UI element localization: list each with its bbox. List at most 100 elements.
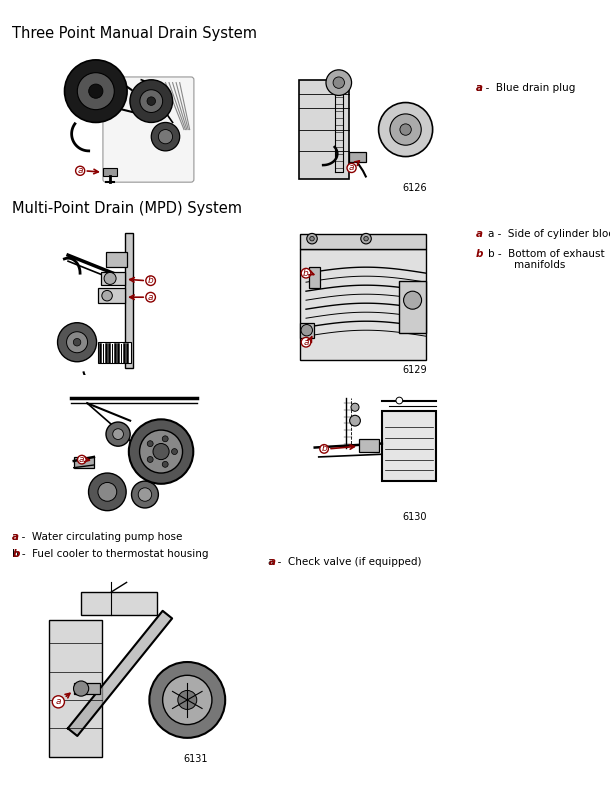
Circle shape (301, 325, 312, 336)
Circle shape (146, 276, 156, 285)
Bar (101, 272, 125, 285)
Text: a: a (79, 455, 85, 464)
Circle shape (178, 690, 197, 709)
Circle shape (147, 97, 156, 105)
Bar (300, 234, 426, 249)
Bar (299, 80, 349, 179)
Text: a -  Side of cylinder block: a - Side of cylinder block (488, 229, 610, 239)
Text: a: a (476, 83, 483, 93)
Circle shape (326, 70, 351, 96)
Text: b -  Fuel cooler to thermostat housing: b - Fuel cooler to thermostat housing (12, 549, 209, 559)
Text: a -  Check valve (if equipped): a - Check valve (if equipped) (268, 557, 422, 567)
Circle shape (88, 473, 126, 510)
Circle shape (159, 130, 173, 144)
Circle shape (140, 90, 163, 112)
Circle shape (146, 292, 156, 302)
Circle shape (106, 422, 130, 446)
Circle shape (301, 337, 311, 347)
Circle shape (364, 236, 368, 241)
Bar (309, 267, 320, 288)
Bar (98, 342, 131, 363)
Circle shape (307, 233, 317, 244)
Circle shape (379, 103, 432, 156)
Polygon shape (68, 611, 172, 736)
Circle shape (130, 80, 173, 122)
Circle shape (57, 322, 96, 362)
Circle shape (104, 273, 116, 284)
Circle shape (351, 403, 359, 412)
Circle shape (301, 269, 311, 278)
Text: b: b (12, 549, 20, 559)
Text: 6129: 6129 (403, 365, 427, 375)
Bar (300, 249, 426, 360)
Circle shape (310, 236, 314, 241)
Text: b: b (148, 276, 154, 285)
Text: a: a (148, 293, 153, 302)
Text: a: a (268, 557, 275, 567)
Circle shape (361, 233, 371, 244)
Text: Multi-Point Drain (MPD) System: Multi-Point Drain (MPD) System (12, 201, 242, 216)
Circle shape (129, 419, 193, 483)
Text: a: a (476, 229, 483, 239)
Circle shape (163, 675, 212, 724)
Circle shape (138, 487, 152, 501)
Circle shape (74, 681, 88, 696)
Bar (74, 457, 94, 468)
Circle shape (66, 332, 88, 352)
Circle shape (162, 461, 168, 468)
Text: Three Point Manual Drain System: Three Point Manual Drain System (12, 26, 257, 40)
Circle shape (151, 122, 180, 151)
Bar (349, 152, 366, 162)
Bar (382, 412, 436, 481)
Text: a: a (77, 167, 83, 175)
Bar (81, 592, 157, 615)
Bar (49, 620, 102, 757)
FancyBboxPatch shape (103, 77, 194, 182)
Circle shape (132, 481, 159, 508)
Bar (103, 168, 117, 176)
Circle shape (77, 455, 86, 464)
Circle shape (320, 445, 328, 453)
Text: a -  Blue drain plug: a - Blue drain plug (476, 83, 575, 93)
Circle shape (98, 483, 117, 502)
Circle shape (65, 60, 127, 122)
Circle shape (333, 77, 345, 88)
Text: a: a (349, 164, 354, 172)
Text: b: b (321, 445, 327, 453)
Bar (98, 288, 125, 303)
Circle shape (404, 292, 422, 309)
Text: 6130: 6130 (403, 512, 427, 522)
Text: b: b (476, 249, 483, 259)
Circle shape (347, 164, 356, 172)
Bar (300, 322, 314, 338)
Circle shape (140, 430, 182, 473)
Text: b: b (303, 269, 309, 277)
Circle shape (77, 73, 114, 110)
Text: 6131: 6131 (183, 754, 207, 765)
Circle shape (149, 662, 225, 738)
Text: a -  Water circulating pump hose: a - Water circulating pump hose (12, 532, 182, 543)
Circle shape (153, 443, 169, 460)
Bar (106, 252, 127, 267)
Text: b -  Bottom of exhaust
        manifolds: b - Bottom of exhaust manifolds (488, 249, 605, 270)
Bar (399, 280, 426, 333)
Circle shape (102, 291, 112, 301)
Circle shape (396, 397, 403, 404)
Text: a: a (303, 338, 309, 347)
Bar (359, 439, 379, 452)
Text: 6126: 6126 (403, 183, 427, 194)
Polygon shape (334, 87, 343, 172)
Circle shape (52, 696, 65, 708)
Bar (125, 232, 132, 368)
Text: a: a (12, 532, 19, 543)
Circle shape (162, 436, 168, 442)
Circle shape (350, 416, 361, 426)
Circle shape (113, 429, 123, 439)
Circle shape (73, 338, 81, 346)
Circle shape (76, 166, 85, 175)
Circle shape (147, 441, 153, 446)
Bar (74, 683, 100, 694)
Circle shape (88, 84, 103, 98)
Circle shape (171, 449, 178, 454)
Circle shape (390, 114, 422, 145)
